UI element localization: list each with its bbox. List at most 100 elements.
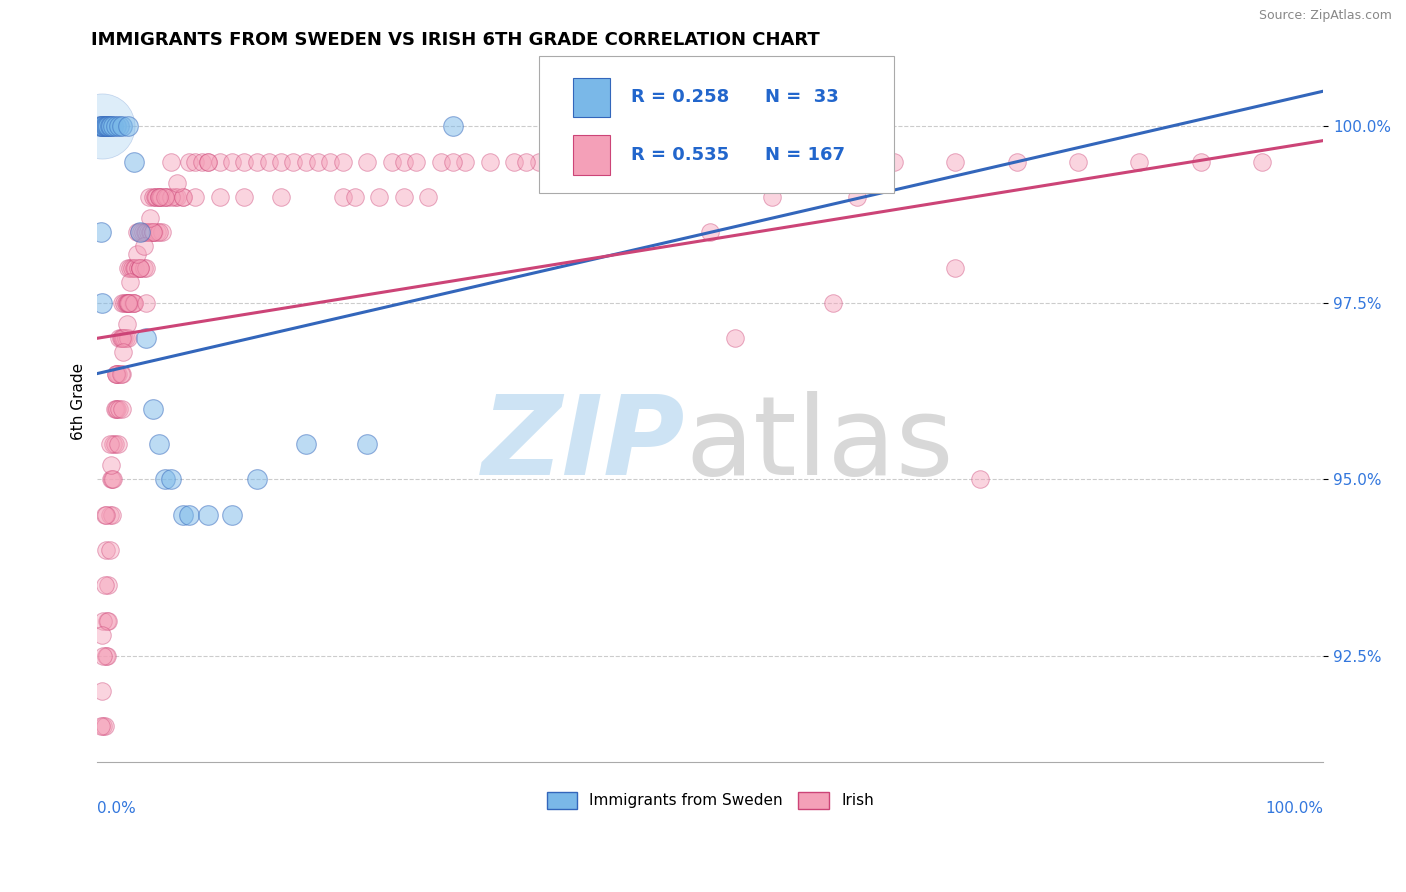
Point bbox=[122, 296, 145, 310]
Point bbox=[208, 154, 231, 169]
Point bbox=[97, 120, 120, 134]
Point bbox=[118, 296, 141, 310]
Point bbox=[129, 260, 152, 275]
Point bbox=[100, 120, 122, 134]
Point bbox=[179, 508, 201, 522]
Point bbox=[441, 120, 464, 134]
Point bbox=[576, 120, 599, 134]
Point bbox=[132, 225, 155, 239]
Point bbox=[283, 154, 305, 169]
Point bbox=[821, 154, 844, 169]
Point bbox=[122, 296, 145, 310]
Text: R = 0.535: R = 0.535 bbox=[631, 145, 728, 164]
Point bbox=[129, 225, 152, 239]
Point bbox=[128, 225, 150, 239]
Text: 0.0%: 0.0% bbox=[97, 801, 136, 816]
Point bbox=[101, 472, 124, 486]
Point bbox=[111, 401, 134, 416]
Point bbox=[163, 190, 186, 204]
Point bbox=[135, 296, 157, 310]
Point bbox=[172, 508, 194, 522]
Point bbox=[1067, 154, 1090, 169]
Point bbox=[294, 437, 316, 451]
Text: N = 167: N = 167 bbox=[765, 145, 845, 164]
Point bbox=[98, 120, 121, 134]
Point bbox=[143, 190, 166, 204]
Point bbox=[103, 437, 125, 451]
Point bbox=[117, 260, 139, 275]
Point bbox=[97, 578, 120, 592]
Point bbox=[148, 437, 170, 451]
Point bbox=[270, 154, 292, 169]
Point bbox=[96, 614, 118, 628]
Y-axis label: 6th Grade: 6th Grade bbox=[72, 363, 86, 441]
Text: atlas: atlas bbox=[686, 392, 955, 499]
Point bbox=[103, 472, 125, 486]
Point bbox=[699, 225, 721, 239]
Point bbox=[441, 154, 464, 169]
Point bbox=[108, 120, 131, 134]
Point bbox=[600, 154, 623, 169]
Point bbox=[392, 190, 415, 204]
Point bbox=[429, 154, 451, 169]
Point bbox=[294, 154, 316, 169]
Point bbox=[150, 190, 173, 204]
Point bbox=[114, 296, 136, 310]
Point bbox=[576, 154, 599, 169]
Point bbox=[197, 154, 219, 169]
FancyBboxPatch shape bbox=[538, 56, 894, 193]
Point bbox=[132, 239, 155, 253]
Point bbox=[96, 120, 118, 134]
Bar bbox=[574, 136, 610, 175]
Point bbox=[125, 225, 148, 239]
Legend: Immigrants from Sweden, Irish: Immigrants from Sweden, Irish bbox=[540, 786, 880, 815]
Point bbox=[127, 260, 149, 275]
Point bbox=[761, 190, 783, 204]
Point bbox=[148, 225, 170, 239]
Point bbox=[1189, 154, 1212, 169]
Point bbox=[104, 367, 127, 381]
Point bbox=[149, 190, 172, 204]
Point bbox=[93, 578, 115, 592]
Point bbox=[89, 120, 111, 134]
Point bbox=[343, 190, 366, 204]
Point bbox=[107, 437, 129, 451]
Point bbox=[135, 331, 157, 345]
Point bbox=[184, 154, 207, 169]
Point bbox=[129, 260, 152, 275]
Point bbox=[115, 296, 138, 310]
Point bbox=[503, 154, 526, 169]
Point bbox=[761, 154, 783, 169]
Point bbox=[197, 154, 219, 169]
Point bbox=[129, 260, 152, 275]
Text: R = 0.258: R = 0.258 bbox=[631, 88, 728, 106]
Point bbox=[117, 120, 139, 134]
Point bbox=[131, 225, 153, 239]
Point bbox=[121, 260, 143, 275]
Point bbox=[221, 154, 243, 169]
Point bbox=[122, 296, 145, 310]
Point bbox=[166, 190, 188, 204]
Point bbox=[91, 684, 114, 698]
Point bbox=[90, 225, 112, 239]
Bar bbox=[574, 78, 610, 118]
Point bbox=[112, 345, 135, 359]
Point bbox=[104, 367, 127, 381]
Point bbox=[94, 120, 117, 134]
Point bbox=[208, 190, 231, 204]
Point bbox=[172, 190, 194, 204]
Point bbox=[108, 331, 131, 345]
Point bbox=[111, 367, 134, 381]
Point bbox=[125, 246, 148, 260]
Point bbox=[120, 260, 142, 275]
Point bbox=[650, 154, 672, 169]
Point bbox=[93, 508, 115, 522]
Point bbox=[96, 648, 118, 663]
Point bbox=[118, 296, 141, 310]
Point bbox=[103, 120, 125, 134]
Point bbox=[135, 260, 157, 275]
Text: N =  33: N = 33 bbox=[765, 88, 839, 106]
Point bbox=[139, 211, 162, 226]
Point bbox=[418, 190, 440, 204]
Point bbox=[91, 296, 114, 310]
